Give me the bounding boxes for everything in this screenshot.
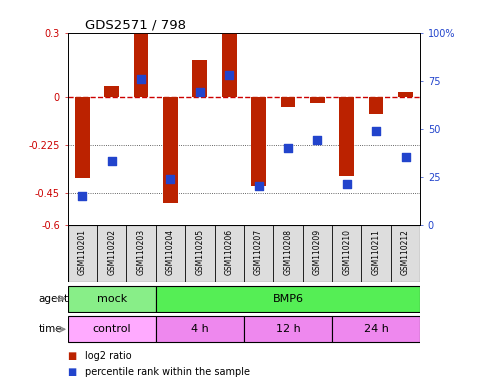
Bar xyxy=(104,86,119,97)
Point xyxy=(372,127,380,134)
Text: GSM110207: GSM110207 xyxy=(254,228,263,275)
Point xyxy=(284,145,292,151)
Text: 4 h: 4 h xyxy=(191,324,209,334)
Text: mock: mock xyxy=(97,293,127,304)
Bar xyxy=(251,97,266,186)
Text: GSM110202: GSM110202 xyxy=(107,228,116,275)
Bar xyxy=(68,286,156,311)
Bar xyxy=(156,316,244,342)
Point xyxy=(108,158,115,164)
Text: GSM110205: GSM110205 xyxy=(195,228,204,275)
Point xyxy=(226,72,233,78)
Bar xyxy=(398,93,413,97)
Text: GSM110206: GSM110206 xyxy=(225,228,234,275)
Text: GSM110208: GSM110208 xyxy=(284,228,293,275)
Point xyxy=(313,137,321,143)
Text: BMP6: BMP6 xyxy=(272,293,303,304)
Bar xyxy=(332,316,420,342)
Bar xyxy=(134,33,148,97)
Text: ■: ■ xyxy=(68,367,77,377)
Bar xyxy=(281,97,295,107)
Point xyxy=(255,183,262,189)
Point xyxy=(343,181,351,187)
Text: GDS2571 / 798: GDS2571 / 798 xyxy=(85,18,186,31)
Bar xyxy=(310,97,325,103)
Text: GSM110201: GSM110201 xyxy=(78,228,87,275)
Bar xyxy=(222,33,237,97)
Text: percentile rank within the sample: percentile rank within the sample xyxy=(85,367,250,377)
Text: ■: ■ xyxy=(68,351,77,361)
Text: 12 h: 12 h xyxy=(276,324,300,334)
Point xyxy=(196,89,204,95)
Text: GSM110203: GSM110203 xyxy=(137,228,145,275)
Text: GSM110211: GSM110211 xyxy=(371,228,381,275)
Text: 24 h: 24 h xyxy=(364,324,389,334)
Text: log2 ratio: log2 ratio xyxy=(85,351,131,361)
Bar xyxy=(369,97,384,114)
Bar xyxy=(340,97,354,175)
Bar xyxy=(68,316,156,342)
Bar xyxy=(163,97,178,203)
Text: GSM110210: GSM110210 xyxy=(342,228,351,275)
Point xyxy=(78,193,86,199)
Bar xyxy=(156,286,420,311)
Point xyxy=(137,76,145,82)
Text: time: time xyxy=(38,324,62,334)
Text: GSM110204: GSM110204 xyxy=(166,228,175,275)
Bar xyxy=(244,316,332,342)
Text: GSM110212: GSM110212 xyxy=(401,228,410,275)
Text: control: control xyxy=(92,324,131,334)
Point xyxy=(167,175,174,182)
Text: GSM110209: GSM110209 xyxy=(313,228,322,275)
Text: agent: agent xyxy=(38,293,69,304)
Bar xyxy=(193,60,207,97)
Bar xyxy=(75,97,90,178)
Point xyxy=(402,154,410,161)
